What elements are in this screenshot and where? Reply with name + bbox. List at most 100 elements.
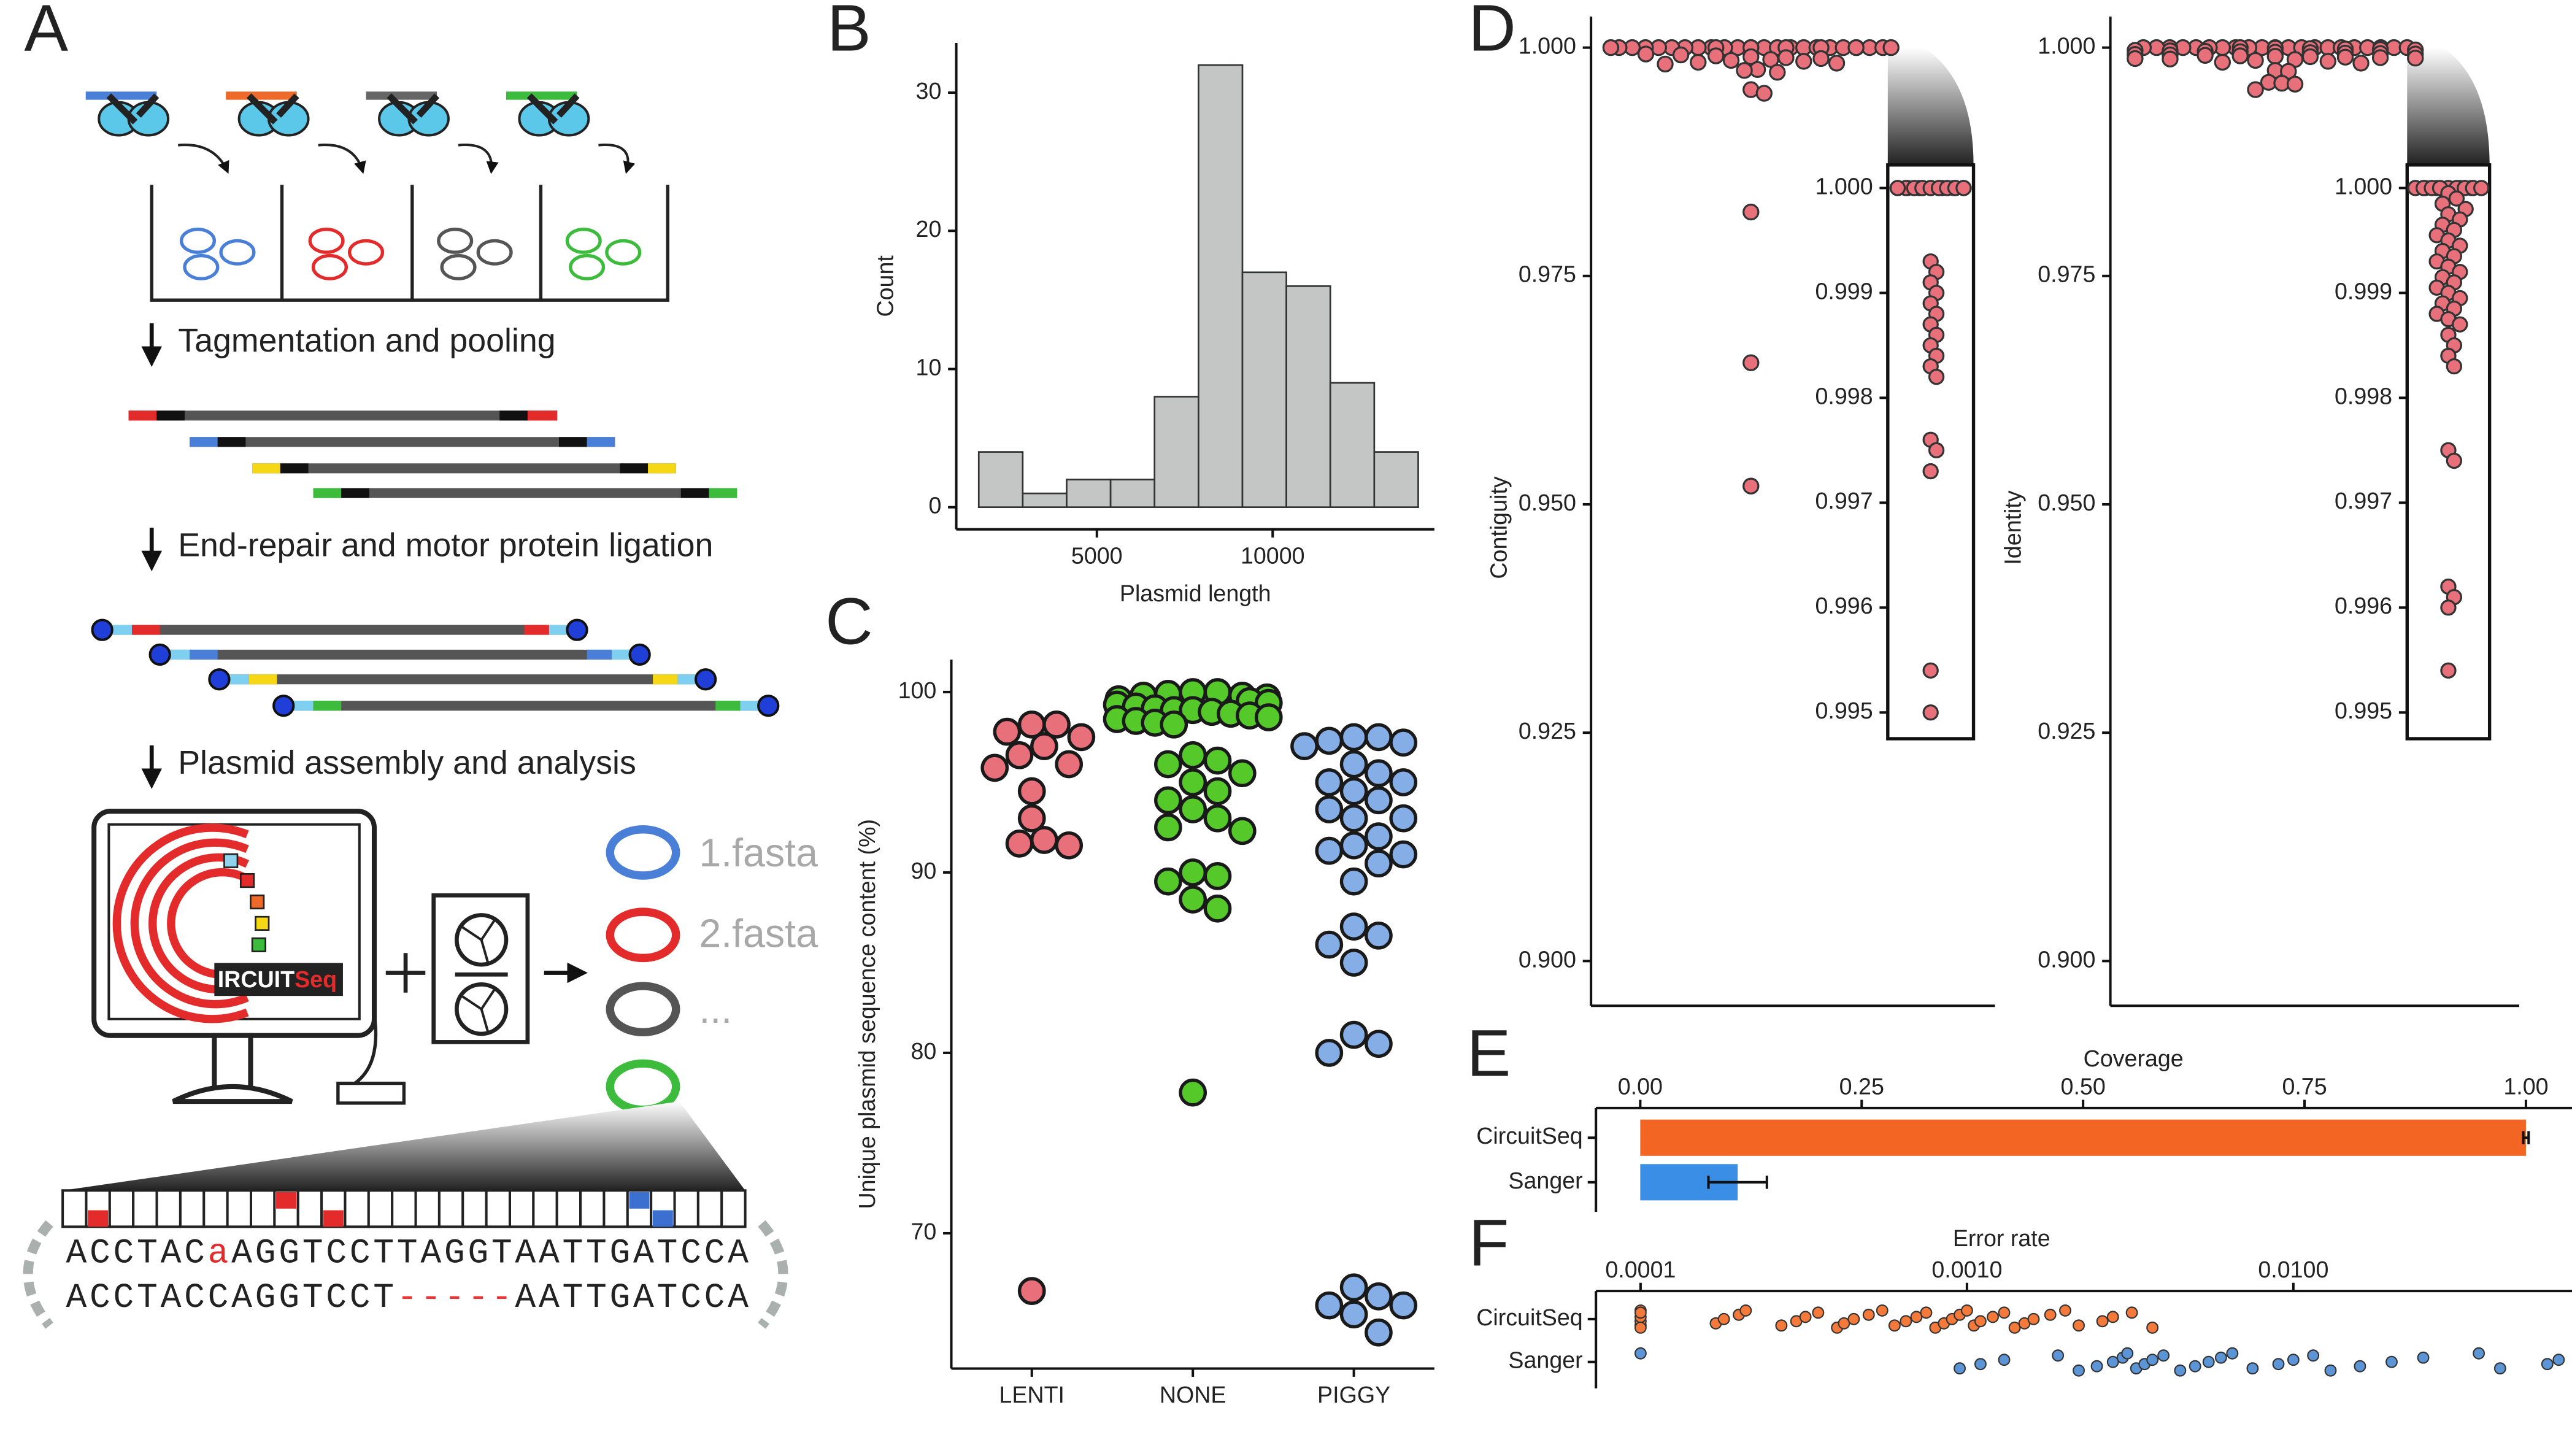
point — [2352, 55, 2370, 72]
grid-cell — [344, 1189, 370, 1228]
deletion: ----- — [397, 1278, 512, 1317]
grid-cell — [132, 1189, 158, 1228]
point — [2286, 75, 2304, 93]
point — [1717, 1312, 1730, 1325]
output-plasmids-part — [606, 982, 680, 1037]
plate-part-part — [183, 253, 220, 280]
sequence: ACCTACCAGGTCCT ----- AATTGATCCA — [66, 1278, 749, 1317]
grid-cell — [296, 1189, 323, 1228]
point — [1998, 1354, 2011, 1366]
barcoded-motors-part — [318, 144, 366, 174]
point — [1775, 1319, 1788, 1332]
plate-part-part — [308, 227, 345, 254]
point — [1389, 840, 1418, 869]
point — [1179, 858, 1207, 887]
point — [1179, 795, 1207, 823]
point — [2197, 47, 2214, 64]
point — [1755, 85, 1773, 102]
y-tick-label: 0.925 — [1519, 718, 1576, 744]
point — [1203, 894, 1232, 923]
point — [1974, 1358, 1987, 1371]
computer-part-part — [148, 853, 249, 994]
ligated-fragments-part-part — [566, 618, 588, 641]
plate-part-part — [179, 227, 217, 254]
point — [1847, 1312, 1860, 1325]
point — [1017, 1277, 1046, 1305]
computer-part-part — [239, 872, 255, 888]
point — [1339, 804, 1368, 833]
y-tick-label: 0.900 — [1519, 946, 1576, 972]
point — [1154, 867, 1182, 896]
y-tick-label: 0.995 — [2335, 698, 2392, 723]
ligated-fragments-part-part — [694, 668, 717, 691]
y-tick-label: 0.997 — [1815, 488, 1873, 514]
y-tick-label: 0.975 — [2038, 261, 2095, 287]
panel-label: A — [24, 0, 68, 64]
x-tick-label: 0.25 — [1839, 1074, 1884, 1100]
plus-sign — [385, 953, 426, 993]
y-tick-label: 0.996 — [2335, 593, 2392, 618]
point — [2121, 1347, 2134, 1360]
inset-point — [1922, 463, 1939, 480]
sequence-part: ACCTACCAGGTCCT — [66, 1278, 394, 1317]
point — [1365, 1030, 1393, 1058]
y-tick-label: 20 — [916, 216, 942, 242]
tagmented-fragments — [128, 410, 737, 498]
point — [1365, 1318, 1393, 1347]
point — [1998, 1306, 2011, 1319]
point — [1365, 1282, 1393, 1311]
point — [1637, 45, 1655, 63]
y-tick-label: 1.000 — [2038, 33, 2095, 59]
point — [1365, 759, 1393, 788]
barcoded-motors-part — [276, 93, 299, 118]
y-tick-label: 80 — [911, 1038, 936, 1064]
point — [1365, 849, 1393, 878]
chart-title: Error rate — [1953, 1225, 2050, 1251]
barcoded-motors-part — [246, 93, 278, 125]
grid-cell — [61, 1189, 88, 1228]
bar — [1198, 64, 1244, 509]
grid-cell — [437, 1189, 464, 1228]
plate-part — [565, 227, 642, 280]
inset-point — [1955, 180, 1972, 196]
point — [1882, 39, 1900, 56]
point — [2307, 1349, 2320, 1362]
point — [2174, 1364, 2187, 1377]
point — [2473, 1347, 2485, 1360]
point — [2226, 1347, 2239, 1360]
x-tick-label: 1.00 — [2503, 1074, 2548, 1100]
x-tick-label: 0.50 — [2061, 1074, 2106, 1100]
computer-part-part — [251, 937, 266, 952]
chart-title: Coverage — [2084, 1046, 2184, 1071]
plate-part — [150, 185, 669, 302]
panel-label: F — [1469, 1206, 1509, 1280]
point — [1339, 1300, 1368, 1329]
point — [2231, 47, 2249, 64]
y-tick-label: 0.925 — [2038, 718, 2095, 744]
sequence-part: AATTGATCCA — [515, 1278, 749, 1317]
workflow-diagram: Tagmentation and pooling End-repair and … — [23, 91, 818, 1329]
variant-mark — [652, 1210, 673, 1227]
point — [2157, 1349, 2170, 1362]
point — [1365, 921, 1393, 950]
plate-part-part — [569, 253, 606, 280]
inset-point — [1922, 662, 1939, 679]
sequence: ACCTAC a AGGTCCTTAGGTAATTGATCCA — [66, 1233, 749, 1273]
y-tick-label: 0.950 — [2038, 490, 2095, 515]
point — [1389, 804, 1418, 833]
variant-mark — [88, 1210, 109, 1227]
point — [2202, 1355, 2215, 1368]
point — [2354, 1360, 2366, 1373]
barcoded-motors-part — [387, 93, 418, 125]
point — [1339, 1273, 1368, 1302]
grid-cell — [555, 1189, 582, 1228]
computer — [91, 809, 406, 1105]
point — [2541, 1358, 2554, 1371]
point — [1228, 817, 1257, 845]
x-tick-label: 0.0010 — [1931, 1257, 2002, 1282]
point — [2371, 49, 2389, 66]
plasmid-arcs-part — [758, 1220, 788, 1329]
computer-part-part — [112, 823, 249, 1023]
point — [1339, 723, 1368, 752]
